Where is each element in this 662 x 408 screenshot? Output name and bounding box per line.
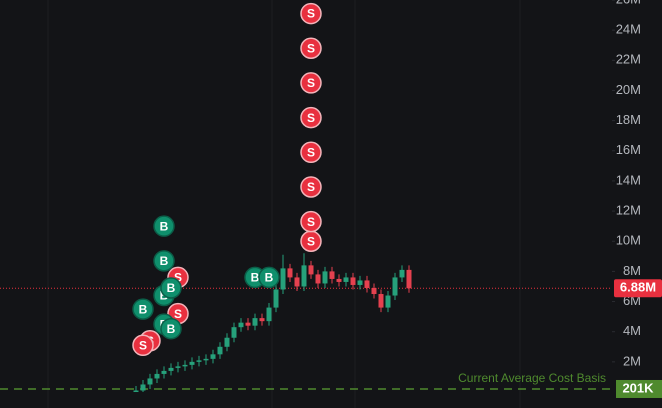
trade-marker: [258, 266, 280, 289]
y-tick-label: 14M: [616, 172, 641, 187]
trade-marker-label: B: [167, 322, 176, 336]
candle-body: [168, 367, 174, 371]
candle-body: [203, 358, 209, 361]
candle-body: [154, 373, 160, 379]
candle-body: [315, 274, 321, 284]
trade-marker-label: S: [174, 271, 182, 285]
cost-basis-title: Current Average Cost Basis: [458, 371, 606, 385]
candle-body: [259, 318, 265, 322]
candle-body: [392, 277, 398, 296]
candle-body: [280, 268, 286, 290]
candle-body: [399, 269, 405, 278]
trade-marker: [300, 176, 322, 198]
trade-marker: [153, 250, 175, 272]
trade-marker: [160, 277, 182, 299]
y-tick-label: 16M: [616, 142, 641, 157]
trade-marker-label: B: [160, 219, 169, 233]
trade-marker-label: B: [167, 281, 176, 295]
candle-body: [371, 287, 377, 295]
candle-body: [329, 271, 335, 279]
candle-body: [189, 361, 195, 365]
trade-marker: [300, 141, 322, 164]
candle-body: [336, 278, 342, 282]
candle-body: [266, 307, 272, 322]
trade-marker: [300, 2, 322, 25]
candle-body: [294, 277, 300, 287]
candle-body: [140, 384, 146, 391]
y-tick-label: 4M: [623, 323, 641, 338]
candle-body: [245, 322, 251, 326]
trade-marker: [153, 215, 175, 237]
candle-body: [378, 294, 384, 308]
trade-marker-label: B: [265, 271, 274, 285]
candle-body: [357, 280, 363, 285]
candle-body: [217, 346, 223, 355]
y-tick-label: 24M: [616, 22, 641, 37]
candle-body: [308, 265, 314, 275]
candle-body: [231, 327, 237, 338]
candle-body: [196, 360, 202, 362]
candle-body: [322, 271, 328, 284]
y-tick-label: 22M: [616, 52, 641, 67]
trade-marker: [300, 72, 322, 94]
trade-marker-label: B: [139, 302, 148, 316]
trade-marker-label: S: [139, 338, 147, 352]
trade-marker-label: S: [307, 111, 315, 125]
candle-body: [287, 268, 293, 278]
trade-marker: [300, 106, 322, 129]
candle-body: [252, 318, 258, 326]
candle-body: [161, 370, 167, 374]
cost-basis-label: 201K: [622, 380, 654, 395]
y-tick-label: 10M: [616, 233, 641, 248]
candle-body: [238, 322, 244, 328]
candle-body: [224, 337, 230, 347]
candle-body: [147, 378, 153, 385]
trade-marker: [160, 317, 182, 340]
trade-marker-label: S: [307, 7, 315, 21]
candle-body: [182, 364, 188, 367]
trade-marker-label: S: [307, 41, 315, 55]
trade-marker-label: S: [307, 145, 315, 159]
current-price-label: 6.88M: [620, 280, 656, 295]
candle-body: [385, 295, 391, 308]
candle-body: [301, 265, 307, 287]
trade-marker-label: S: [307, 215, 315, 229]
trade-marker: [132, 334, 154, 357]
candle-body: [364, 280, 370, 288]
y-tick-label: 18M: [616, 112, 641, 127]
trade-marker: [300, 210, 322, 233]
cost-basis-box: [616, 379, 662, 398]
trade-marker-label: B: [160, 254, 169, 268]
y-tick-label: 26M: [616, 0, 641, 6]
trade-marker-label: S: [307, 76, 315, 90]
candle-body: [175, 366, 181, 368]
candle-body: [343, 277, 349, 282]
y-tick-label: 12M: [616, 203, 641, 218]
trade-marker: [132, 298, 154, 320]
trade-marker-label: S: [307, 234, 315, 248]
y-tick-label: 20M: [616, 82, 641, 97]
trade-marker-label: S: [307, 180, 315, 194]
candle-body: [406, 269, 412, 289]
trade-marker-label: S: [174, 307, 182, 321]
trade-marker: [300, 37, 322, 59]
trade-marker-label: B: [251, 271, 260, 285]
candle-body: [210, 354, 216, 359]
candle-body: [133, 390, 139, 393]
y-tick-label: 2M: [623, 353, 641, 368]
y-tick-label: 8M: [623, 263, 641, 278]
candle-body: [273, 289, 279, 308]
candle-body: [350, 277, 356, 285]
current-price-box: [614, 279, 662, 298]
